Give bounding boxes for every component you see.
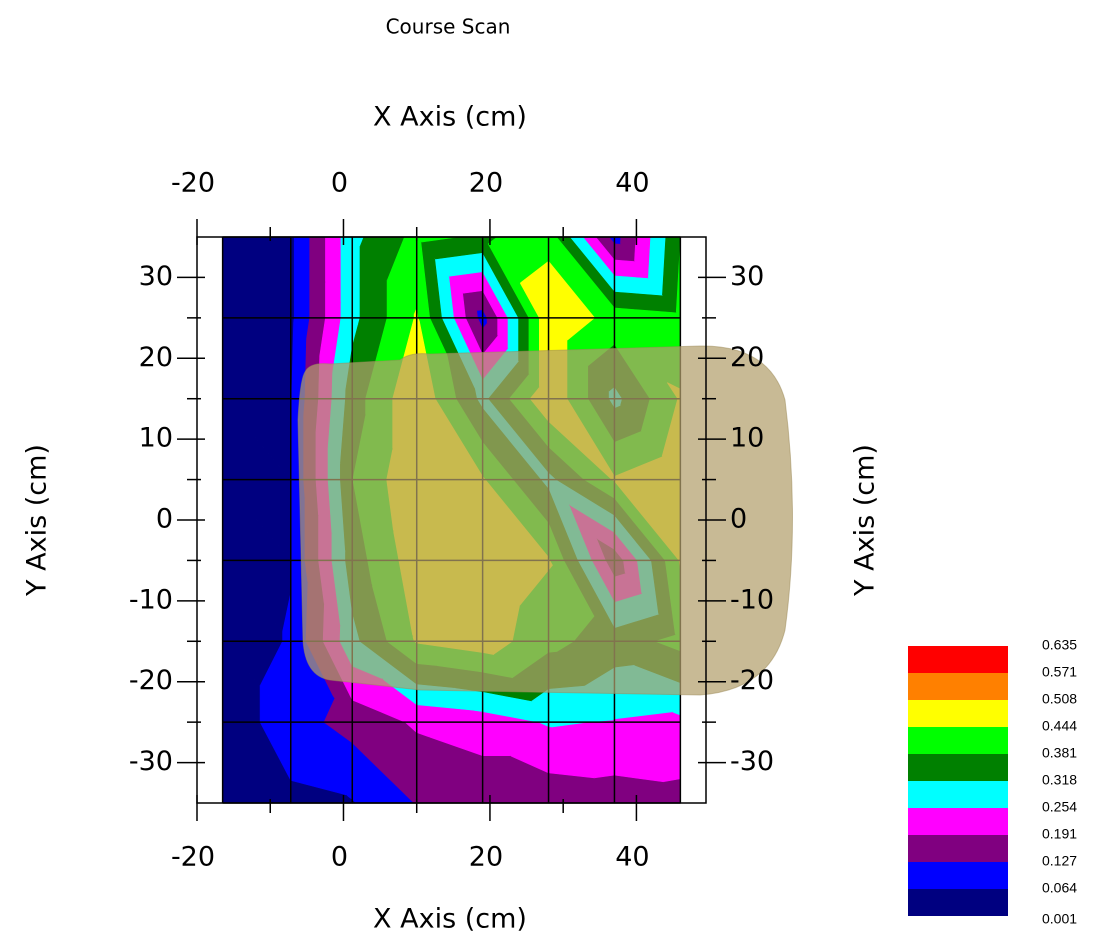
x-tick-label: 0 bbox=[331, 842, 348, 873]
colorbar-label: 0.127 bbox=[1042, 853, 1077, 869]
x-tick-label: -20 bbox=[171, 168, 215, 199]
y-tick-label: -20 bbox=[129, 665, 173, 696]
object-overlay bbox=[297, 345, 793, 696]
x-tick-label: 20 bbox=[469, 168, 503, 199]
x-tick-label: 0 bbox=[331, 168, 348, 199]
colorbar-band bbox=[908, 781, 1008, 808]
colorbar-band bbox=[908, 889, 1008, 916]
colorbar-label: 0.191 bbox=[1042, 826, 1077, 842]
colorbar-band bbox=[908, 835, 1008, 862]
x-axis-title-bottom: X Axis (cm) bbox=[373, 904, 527, 935]
y-tick-label: 20 bbox=[139, 342, 173, 373]
colorbar-label: 0.254 bbox=[1042, 799, 1077, 815]
y-tick-label: 0 bbox=[730, 504, 747, 535]
colorbar-band bbox=[908, 727, 1008, 754]
y-tick-label: -10 bbox=[730, 584, 774, 615]
x-tick-label: 40 bbox=[615, 168, 649, 199]
y-tick-label: 20 bbox=[730, 342, 764, 373]
y-tick-label: -30 bbox=[129, 746, 173, 777]
chart-title: Course Scan bbox=[386, 15, 511, 39]
colorbar-label: 0.508 bbox=[1042, 691, 1077, 707]
y-tick-label: 0 bbox=[156, 504, 173, 535]
y-axis-title-right: Y Axis (cm) bbox=[850, 444, 881, 597]
colorbar-label: 0.318 bbox=[1042, 772, 1077, 788]
colorbar-label: 0.444 bbox=[1042, 718, 1077, 734]
y-tick-label: -10 bbox=[129, 584, 173, 615]
x-tick-label: -20 bbox=[171, 842, 215, 873]
y-tick-label: -30 bbox=[730, 746, 774, 777]
colorbar-band bbox=[908, 673, 1008, 700]
colorbar-band bbox=[908, 646, 1008, 673]
colorbar-label: 0.635 bbox=[1042, 637, 1077, 653]
colorbar-label: 0.001 bbox=[1042, 911, 1077, 927]
colorbar-band bbox=[908, 754, 1008, 781]
colorbar-label: 0.381 bbox=[1042, 745, 1077, 761]
y-tick-label: 10 bbox=[730, 423, 764, 454]
y-tick-label: 10 bbox=[139, 423, 173, 454]
colorbar-band bbox=[908, 700, 1008, 727]
colorbar-label: 0.064 bbox=[1042, 880, 1077, 896]
contour-band bbox=[351, 236, 361, 319]
y-tick-label: 30 bbox=[139, 261, 173, 292]
x-tick-label: 40 bbox=[615, 842, 649, 873]
y-tick-label: -20 bbox=[730, 665, 774, 696]
y-tick-label: 30 bbox=[730, 261, 764, 292]
colorbar-band bbox=[908, 808, 1008, 835]
colorbar-label: 0.571 bbox=[1042, 664, 1077, 680]
colorbar-band bbox=[908, 862, 1008, 889]
x-axis-title-top: X Axis (cm) bbox=[373, 102, 527, 133]
x-tick-label: 20 bbox=[469, 842, 503, 873]
y-axis-title-left: Y Axis (cm) bbox=[22, 444, 53, 597]
